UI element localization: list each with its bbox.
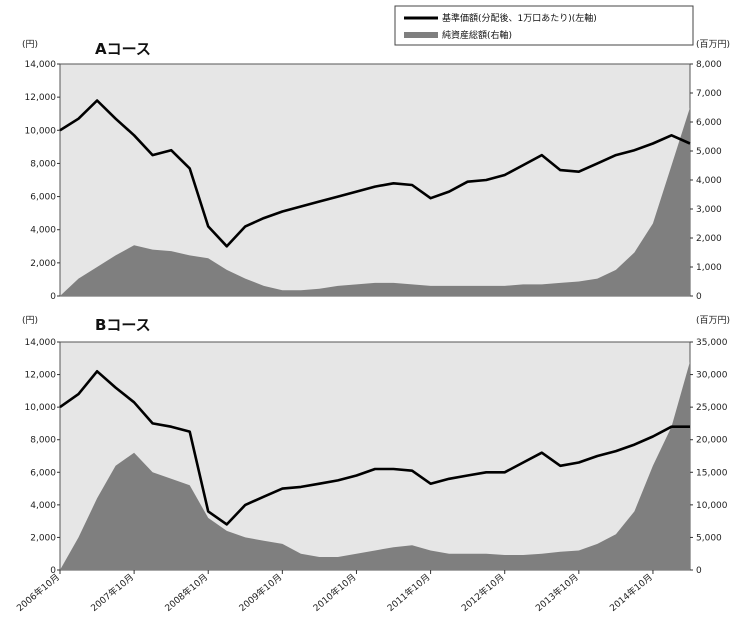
panel-a-right-tick: 1,000 [696, 263, 722, 273]
panel-b-right-tick: 20,000 [696, 436, 728, 446]
panel-b-left-unit: (円) [22, 315, 38, 326]
panel-b: Bコース (円) (百万円) 0 2,000 4,000 6,000 8,000 10,0… [22, 315, 730, 576]
panel-a-left-tick: 12,000 [25, 93, 57, 103]
legend-label-price: 基準価額(分配後、1万口あたり)(左軸) [442, 12, 597, 24]
x-tick-label: 2007年10月 [88, 571, 136, 614]
panel-a-net-assets-area [60, 107, 690, 296]
panel-b-right-axis: 0 5,000 10,000 15,000 20,000 25,000 30,000 35,0… [690, 338, 728, 576]
panel-a-title: Aコース [95, 40, 151, 58]
x-tick-label: 2013年10月 [533, 571, 581, 614]
panel-a-left-tick: 2,000 [30, 259, 56, 269]
legend-label-netassets: 純資産総額(右軸) [442, 29, 512, 41]
x-tick-label: 2014年10月 [607, 571, 655, 614]
panel-b-right-tick: 15,000 [696, 468, 728, 478]
panel-b-nav-line [59, 370, 690, 526]
panel-a-left-axis: 0 2,000 4,000 6,000 8,000 10,000 12,000 14,000 [25, 60, 60, 302]
x-tick-label: 2008年10月 [162, 571, 210, 614]
panel-b-left-axis: 0 2,000 4,000 6,000 8,000 10,000 12,000 14,000 [25, 338, 60, 576]
panel-b-right-tick: 5,000 [696, 533, 722, 543]
panel-b-right-tick: 10,000 [696, 501, 728, 511]
panel-a-left-tick: 4,000 [30, 226, 56, 236]
panel-b-right-tick: 35,000 [696, 338, 728, 348]
panel-a-right-tick: 7,000 [696, 89, 722, 99]
panel-b-left-tick: 14,000 [25, 338, 57, 348]
panel-b-net-assets-area [60, 361, 690, 570]
x-tick-label: 2006年10月 [14, 571, 62, 614]
panel-a-left-tick: 0 [50, 292, 56, 302]
panel-b-left-tick: 6,000 [30, 468, 56, 478]
x-axis-tick-labels: 2006年10月 2007年10月 2008年10月 2009年10月 2010年10月… [14, 570, 655, 614]
panel-a-right-tick: 3,000 [696, 205, 722, 215]
panel-a-nav-line [59, 99, 691, 248]
panel-b-left-tick: 2,000 [30, 533, 56, 543]
panel-b-title: Bコース [95, 316, 151, 334]
panel-b-left-tick: 8,000 [30, 436, 56, 446]
panel-a-right-tick: 5,000 [696, 147, 722, 157]
panel-a-right-tick: 4,000 [696, 176, 722, 186]
panel-a-right-tick: 0 [696, 292, 702, 302]
panel-b-right-tick: 25,000 [696, 403, 728, 413]
x-tick-label: 2012年10月 [459, 571, 507, 614]
panel-a: Aコース (円) (百万円) 0 2,000 4,000 6,000 8,000 10,0… [22, 39, 730, 302]
x-tick-label: 2009年10月 [236, 571, 284, 614]
panel-a-left-tick: 10,000 [25, 126, 57, 136]
panel-a-left-unit: (円) [22, 39, 38, 50]
panel-b-right-tick: 30,000 [696, 371, 728, 381]
legend-box [394, 5, 694, 46]
panel-a-left-tick: 6,000 [30, 193, 56, 203]
legend: 基準価額(分配後、1万口あたり)(左軸) 純資産総額(右軸) [394, 5, 694, 46]
panel-b-left-tick: 12,000 [25, 371, 57, 381]
panel-b-left-tick: 10,000 [25, 403, 57, 413]
legend-area-swatch [404, 32, 438, 38]
x-tick-label: 2011年10月 [385, 571, 433, 614]
panel-a-right-axis: 0 1,000 2,000 3,000 4,000 5,000 6,000 7,000 8,00… [690, 60, 722, 302]
panel-a-right-tick: 2,000 [696, 234, 722, 244]
panel-b-right-unit: (百万円) [696, 315, 730, 326]
panel-b-left-tick: 0 [50, 566, 56, 576]
panel-a-right-unit: (百万円) [696, 39, 730, 50]
panel-a-right-tick: 6,000 [696, 118, 722, 128]
panel-a-left-tick: 8,000 [30, 159, 56, 169]
panel-a-left-tick: 14,000 [25, 60, 57, 70]
panel-a-right-tick: 8,000 [696, 60, 722, 70]
panel-b-right-tick: 0 [696, 566, 702, 576]
x-tick-label: 2010年10月 [311, 571, 359, 614]
panel-b-left-tick: 4,000 [30, 501, 56, 511]
